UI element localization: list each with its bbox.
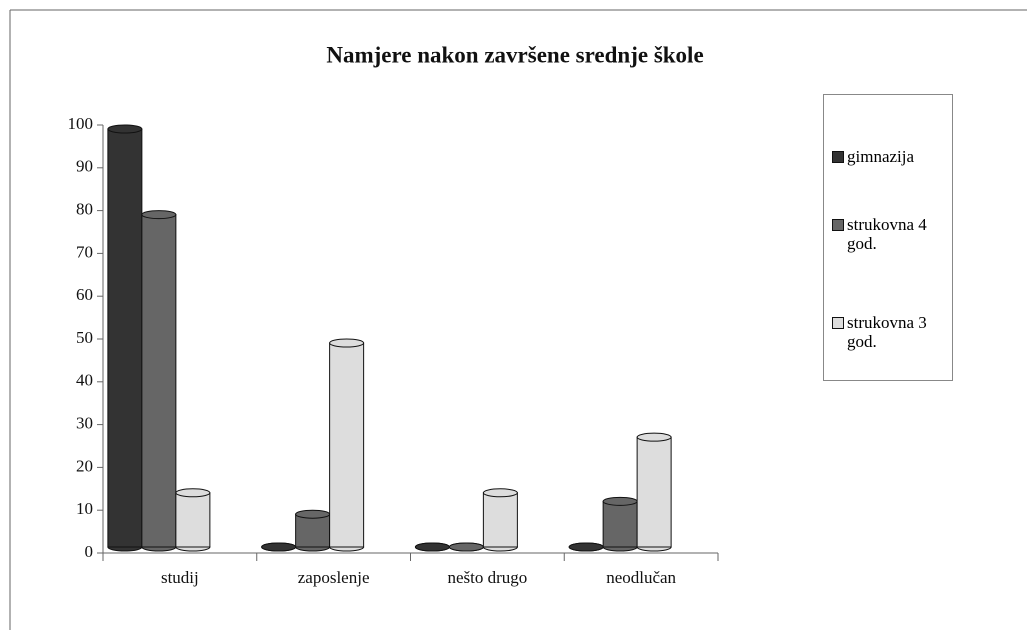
bar	[107, 124, 143, 552]
legend: gimnazija strukovna 4 god. strukovna 3 god…	[823, 94, 953, 381]
y-tick-label: 20	[76, 456, 93, 475]
bar	[261, 542, 297, 552]
bar-part	[602, 500, 638, 548]
bar	[568, 542, 604, 552]
bar-part	[295, 513, 331, 548]
y-tick-label: 60	[76, 285, 93, 304]
bar-part	[636, 432, 672, 442]
bar	[636, 432, 672, 552]
x-tick-label: neodlučan	[606, 568, 676, 587]
bar	[482, 488, 518, 552]
bar-part	[175, 488, 211, 498]
bar-part	[448, 542, 484, 552]
legend-label: gimnazija	[847, 147, 915, 166]
x-tick-label: zaposlenje	[298, 568, 370, 587]
y-tick-label: 10	[76, 499, 93, 518]
bar-part	[636, 436, 672, 548]
y-tick-label: 40	[76, 371, 93, 390]
bar-part	[107, 128, 143, 548]
bar-part	[261, 542, 297, 552]
y-tick-label: 100	[68, 114, 94, 133]
y-tick-label: 70	[76, 242, 93, 261]
x-tick-label: studij	[161, 568, 199, 587]
bar-part	[602, 496, 638, 506]
legend-item: strukovna 4 god.	[832, 215, 950, 253]
bar	[448, 542, 484, 552]
bar	[602, 496, 638, 552]
bar-part	[329, 342, 365, 548]
bar-part	[329, 338, 365, 348]
legend-swatch	[832, 317, 844, 329]
legend-label: strukovna 4 god.	[847, 215, 927, 253]
legend-item: gimnazija	[832, 147, 950, 166]
bar-part	[482, 492, 518, 548]
y-tick-label: 0	[85, 542, 94, 561]
bar-part	[175, 492, 211, 548]
bar	[295, 509, 331, 552]
legend-label: strukovna 3 god.	[847, 313, 927, 351]
bar-part	[295, 509, 331, 519]
bar-part	[107, 124, 143, 134]
bar-part	[141, 214, 177, 548]
bar-part	[141, 210, 177, 220]
bar-part	[414, 542, 450, 552]
bar-part	[568, 542, 604, 552]
bar-part	[482, 488, 518, 498]
bar	[329, 338, 365, 552]
bar	[175, 488, 211, 552]
y-tick-label: 30	[76, 414, 93, 433]
chart-title: Namjere nakon završene srednje škole	[326, 42, 703, 67]
legend-swatch	[832, 219, 844, 231]
bar	[414, 542, 450, 552]
legend-swatch	[832, 151, 844, 163]
y-tick-label: 80	[76, 200, 93, 219]
legend-item: strukovna 3 god.	[832, 313, 950, 351]
bar	[141, 210, 177, 552]
y-tick-label: 50	[76, 328, 93, 347]
y-tick-label: 90	[76, 157, 93, 176]
x-tick-label: nešto drugo	[447, 568, 527, 587]
